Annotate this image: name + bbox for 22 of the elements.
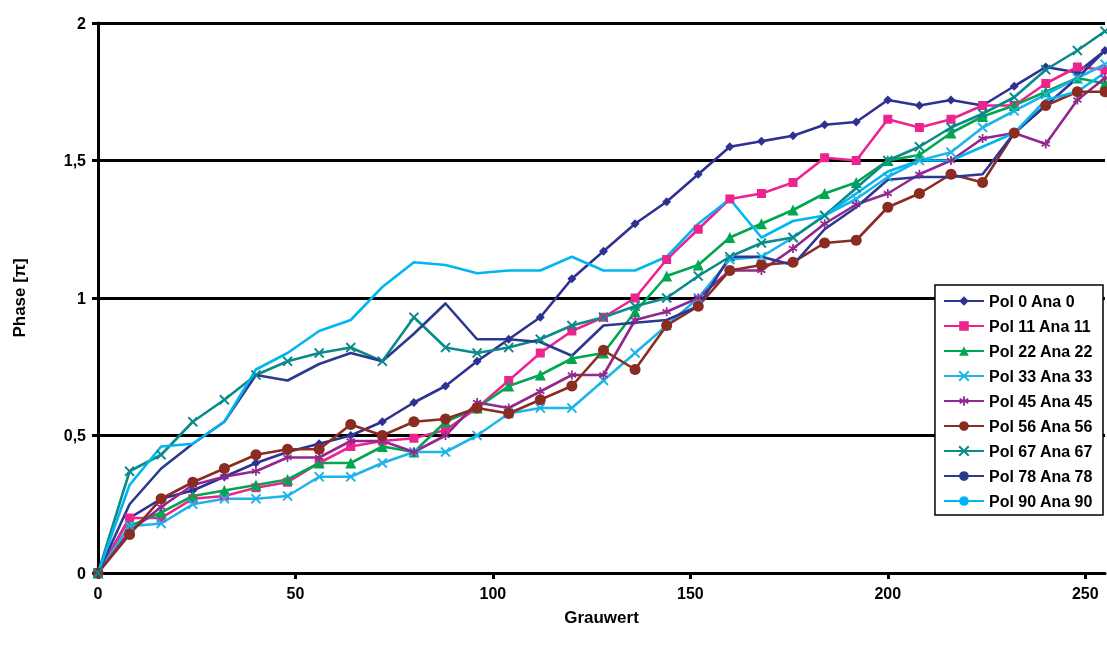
y-tick-label: 1,5 <box>63 152 87 169</box>
x-tick-label: 100 <box>479 584 507 602</box>
legend-label: Pol 56 Ana 56 <box>988 417 1093 435</box>
y-tick-label: 0,5 <box>63 427 87 444</box>
legend-label: Pol 33 Ana 33 <box>988 367 1093 385</box>
x-tick-label: 250 <box>1071 584 1099 602</box>
x-tick-label: 0 <box>93 584 103 602</box>
legend-label: Pol 0 Ana 0 <box>988 292 1075 310</box>
y-tick-label: 2 <box>77 14 87 32</box>
x-axis-title: Grauwert <box>564 608 640 627</box>
legend-label: Pol 11 Ana 11 <box>988 317 1091 335</box>
legend-label: Pol 45 Ana 45 <box>988 392 1093 410</box>
x-tick-label: 200 <box>874 584 902 602</box>
legend-label: Pol 78 Ana 78 <box>988 467 1093 485</box>
y-tick-label: 0 <box>77 564 87 582</box>
x-tick-label: 50 <box>286 584 305 602</box>
legend-label: Pol 67 Ana 67 <box>988 442 1093 460</box>
y-tick-label: 1 <box>77 289 87 307</box>
legend-label: Pol 22 Ana 22 <box>988 342 1093 360</box>
legend-label: Pol 90 Ana 90 <box>988 492 1093 510</box>
x-tick-label: 150 <box>677 584 704 602</box>
y-axis-title: Phase [π] <box>10 258 29 338</box>
